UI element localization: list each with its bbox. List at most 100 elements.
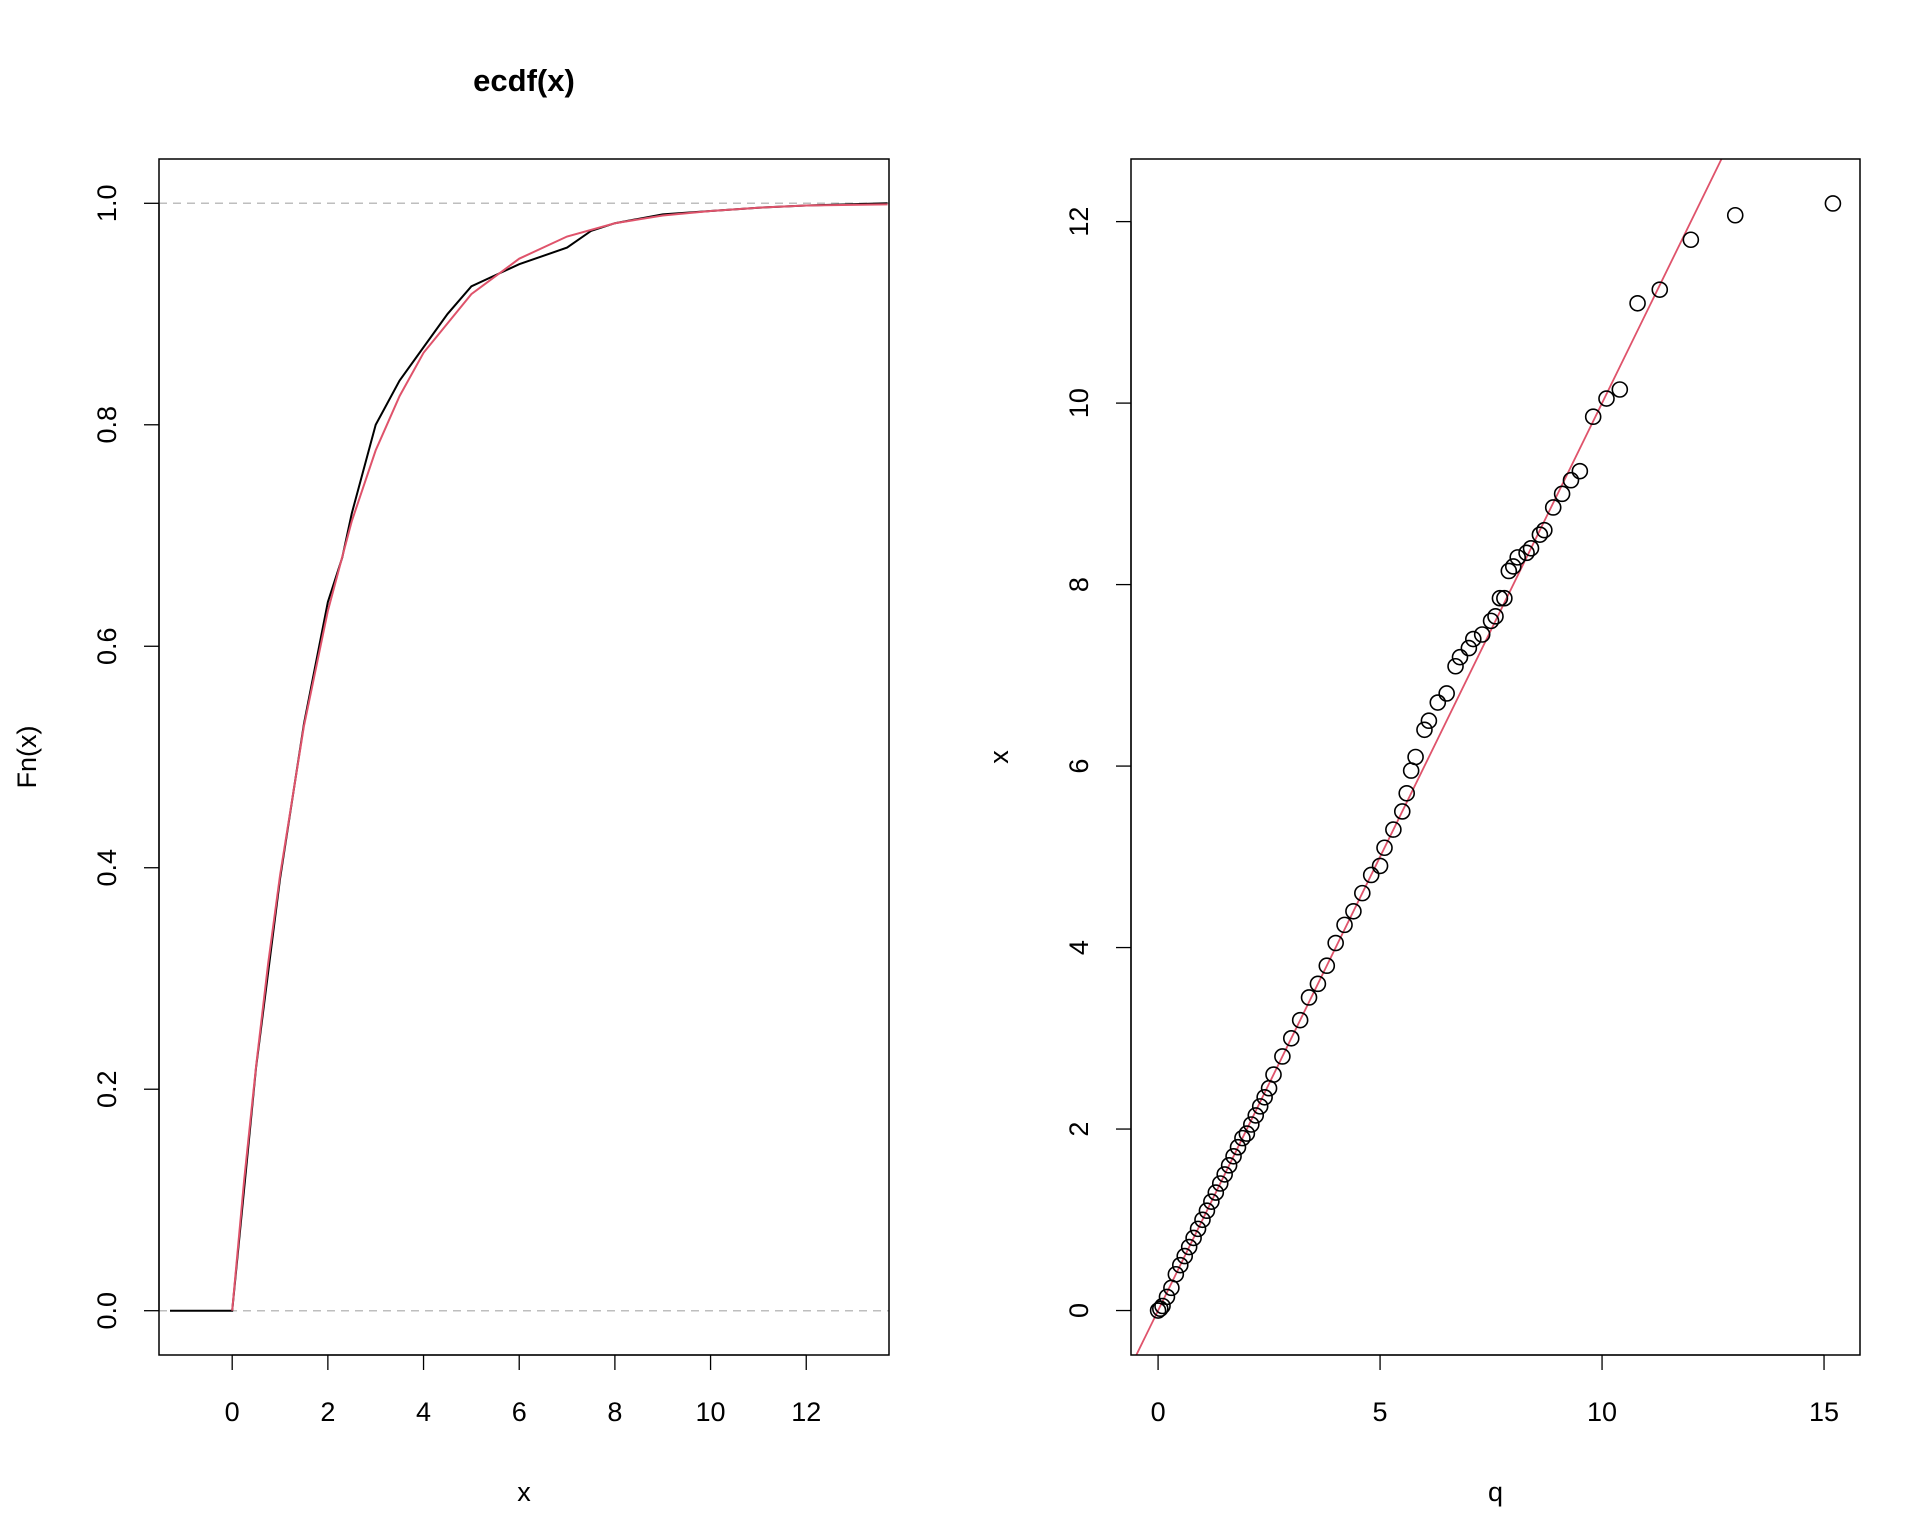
point [1220,1157,1238,1174]
point [1473,626,1491,643]
point [1491,589,1509,607]
x-tick-label: 6 [512,1397,527,1427]
y-tick-label: 2 [1064,1122,1094,1137]
y-axis-label: Fn(x) [12,726,42,789]
point [1229,1138,1247,1156]
point [1451,648,1469,666]
point [1393,803,1411,820]
plot-frame [158,158,890,1356]
point [1371,857,1389,875]
y-tick-label: 0 [1064,1303,1094,1318]
y-tick-label: 0.2 [92,1070,122,1108]
point [1238,1125,1256,1142]
y-tick-label: 0.4 [92,849,122,887]
point [1318,957,1336,975]
x-tick-label: 0 [225,1397,240,1427]
point [1158,1288,1176,1306]
y-tick-label: 0.6 [92,627,122,665]
point [1207,1184,1225,1201]
point [1274,1048,1291,1065]
data-line [170,202,888,1312]
point [1465,630,1482,648]
point [1189,1220,1207,1238]
point [1194,1211,1211,1229]
point [1611,381,1629,398]
point [1336,916,1353,934]
point [1429,694,1447,711]
point [1243,1116,1260,1133]
point [1327,934,1344,952]
point [1345,902,1362,920]
y-tick-label: 0.0 [92,1292,122,1330]
x-tick-label: 8 [607,1397,622,1427]
data-line [231,203,888,1311]
y-tick-label: 1.0 [92,185,122,223]
point [1167,1265,1185,1283]
point [1256,1088,1273,1106]
y-tick-label: 10 [1064,388,1094,418]
point [1726,206,1744,224]
point [1300,989,1318,1006]
x-tick-label: 10 [696,1397,726,1427]
point [1416,721,1433,739]
x-axis-label: q [1488,1477,1503,1507]
y-tick-label: 4 [1064,940,1094,955]
plot-area [1135,159,1842,1355]
point [1598,390,1615,407]
point [1522,539,1540,557]
point [1447,657,1464,675]
y-axis-label: x [984,750,1014,764]
point [1354,884,1371,902]
point [1420,712,1438,730]
point [1376,839,1393,857]
point [1203,1193,1220,1210]
point [1536,521,1553,539]
x-tick-label: 4 [416,1397,431,1427]
point [1518,544,1535,562]
point [1149,1302,1167,1319]
y-tick-label: 0.8 [92,406,122,444]
point [1247,1107,1265,1124]
plot-area [159,202,889,1312]
point [1362,866,1380,884]
point [1553,485,1571,503]
point [1487,608,1504,625]
point [1185,1229,1202,1247]
point [1225,1147,1242,1165]
point [1211,1175,1229,1192]
point [1402,762,1420,779]
point [1651,281,1669,298]
point [1584,408,1602,426]
point [1309,975,1327,993]
point [1500,562,1518,580]
point [1824,195,1842,212]
x-tick-label: 12 [791,1397,821,1427]
y-tick-label: 12 [1064,207,1094,237]
x-axis-label: x [517,1477,531,1507]
point [1291,1011,1309,1029]
point [1504,558,1522,575]
point [1629,294,1646,312]
point [1171,1256,1189,1274]
x-tick-label: 5 [1373,1397,1388,1427]
point [1496,589,1513,607]
point [1438,685,1455,702]
point [1562,471,1580,489]
point [1571,462,1589,480]
point [1407,748,1424,766]
y-tick-label: 8 [1064,577,1094,592]
point [1544,499,1562,516]
point [1180,1238,1198,1256]
x-tick-label: 10 [1587,1397,1617,1427]
point [1482,612,1500,630]
point [1682,231,1700,249]
point [1154,1297,1171,1315]
chart-title: ecdf(x) [473,63,575,98]
point [1398,784,1416,802]
point [1509,549,1526,566]
point [1385,821,1402,838]
point [1251,1098,1269,1115]
x-tick-label: 0 [1151,1397,1166,1427]
